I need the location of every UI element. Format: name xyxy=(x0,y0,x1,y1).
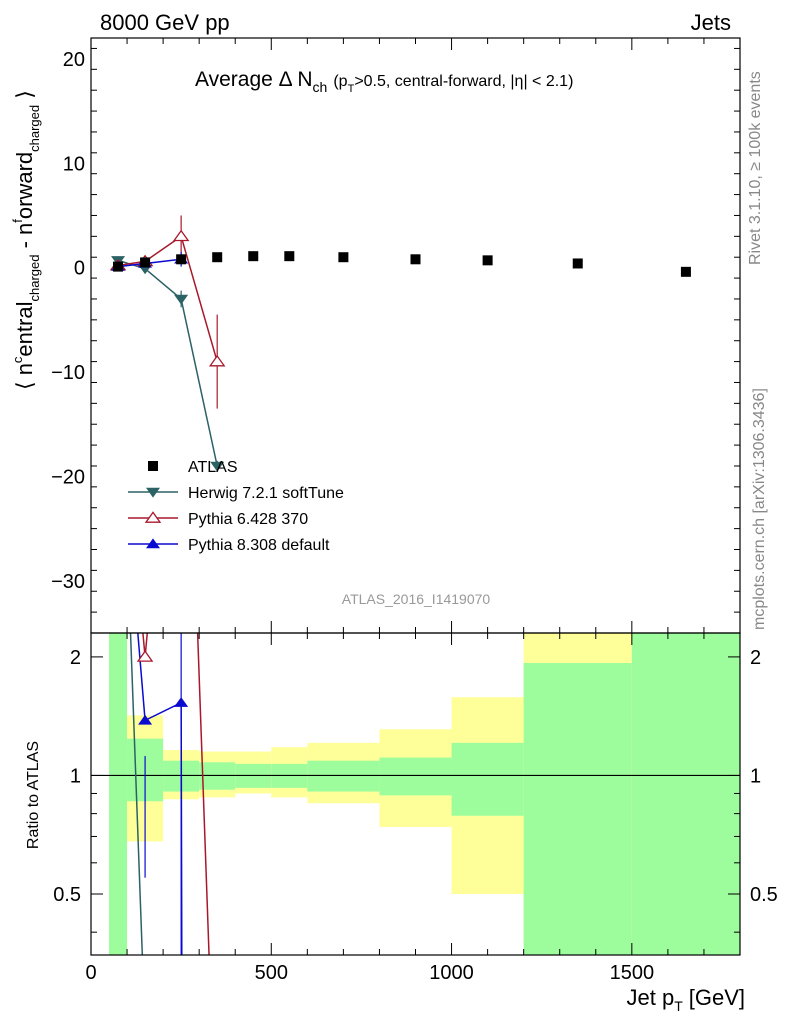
legend-marker xyxy=(148,461,158,471)
y-tick-label: 20 xyxy=(63,49,85,71)
analysis-watermark: ATLAS_2016_I1419070 xyxy=(342,591,491,607)
legend-marker xyxy=(146,487,160,498)
data-point xyxy=(482,255,493,266)
series-point xyxy=(208,354,226,367)
ratio-stat-band-9 xyxy=(523,662,632,955)
main-plot-panel xyxy=(109,215,691,472)
header-right: Jets xyxy=(691,10,731,35)
series-line-1 xyxy=(117,235,218,362)
data-point xyxy=(680,266,691,277)
ratio-bands xyxy=(109,633,740,955)
ratio-tick-label-left: 2 xyxy=(70,647,81,669)
legend-marker xyxy=(144,511,162,523)
legend-label: Herwig 7.2.1 softTune xyxy=(188,485,344,502)
ratio-stat-band-7 xyxy=(379,757,452,796)
ratio-stat-band-0 xyxy=(109,633,128,955)
plot-frames: 0 500 1000 1500 −30 −20 −10 0 10 20 0.5 0.5 1 1 2 2 xyxy=(51,37,778,984)
x-tick-label: 500 xyxy=(255,962,288,984)
data-point xyxy=(572,258,583,269)
y-tick-label: −20 xyxy=(51,466,85,488)
ratio-curve-1 xyxy=(142,633,149,657)
data-point xyxy=(338,252,349,263)
x-tick-label: 0 xyxy=(85,962,96,984)
data-point xyxy=(212,252,223,263)
legend-marker xyxy=(146,538,160,549)
ratio-point xyxy=(136,650,154,662)
y-tick-label: −30 xyxy=(51,571,85,593)
y-axis-label: ⟨ ncentralcharged - nforwardcharged ⟩ xyxy=(10,90,42,390)
ratio-tick-label-right: 1 xyxy=(750,765,761,787)
ratio-tick-label-left: 1 xyxy=(70,765,81,787)
y-tick-label: −10 xyxy=(51,362,85,384)
x-tick-label: 1500 xyxy=(610,962,655,984)
data-point xyxy=(176,254,187,265)
data-point xyxy=(113,261,124,272)
ratio-stat-band-6 xyxy=(307,760,380,792)
y-tick-label: 0 xyxy=(74,258,85,280)
ratio-plot-panel xyxy=(91,633,740,955)
ratio-curve-2 xyxy=(196,633,210,955)
ratio-tick-label-right: 2 xyxy=(750,647,761,669)
ratio-curve-0 xyxy=(129,633,144,955)
legend: ATLAS Herwig 7.2.1 softTune Pythia 6.428 3… xyxy=(128,459,344,554)
data-point xyxy=(410,254,421,265)
ratio-tick-label-left: 0.5 xyxy=(53,884,81,906)
header-left: 8000 GeV pp xyxy=(100,10,230,35)
ratio-tick-label-right: 0.5 xyxy=(750,884,778,906)
series-point xyxy=(172,229,190,242)
main-series xyxy=(109,215,691,472)
ratio-point xyxy=(174,697,189,707)
legend-label: ATLAS xyxy=(188,459,238,476)
data-point xyxy=(248,251,259,262)
mcplots-label: mcplots.cern.ch [arXiv:1306.3436] xyxy=(751,388,768,630)
y-tick-label: 10 xyxy=(63,153,85,175)
legend-label: Pythia 8.308 default xyxy=(188,537,330,554)
legend-label: Pythia 6.428 370 xyxy=(188,511,308,528)
ratio-point xyxy=(138,714,153,725)
series-point xyxy=(210,461,225,472)
ratio-curves xyxy=(129,633,210,955)
rivet-label: Rivet 3.1.10, ≥ 100k events xyxy=(747,71,764,265)
series-line-0 xyxy=(117,259,218,467)
ratio-stat-band-10 xyxy=(631,633,740,955)
series-point xyxy=(174,294,189,305)
x-tick-label: 1000 xyxy=(429,962,474,984)
ratio-y-axis-label: Ratio to ATLAS xyxy=(25,741,42,849)
x-axis-label: Jet pT [GeV] xyxy=(626,985,745,1014)
data-point xyxy=(140,257,151,268)
ratio-stat-band-8 xyxy=(451,742,524,816)
data-point xyxy=(284,251,295,262)
chart-title: Average Δ Nch (pT>0.5, central-forward, |… xyxy=(195,68,573,95)
